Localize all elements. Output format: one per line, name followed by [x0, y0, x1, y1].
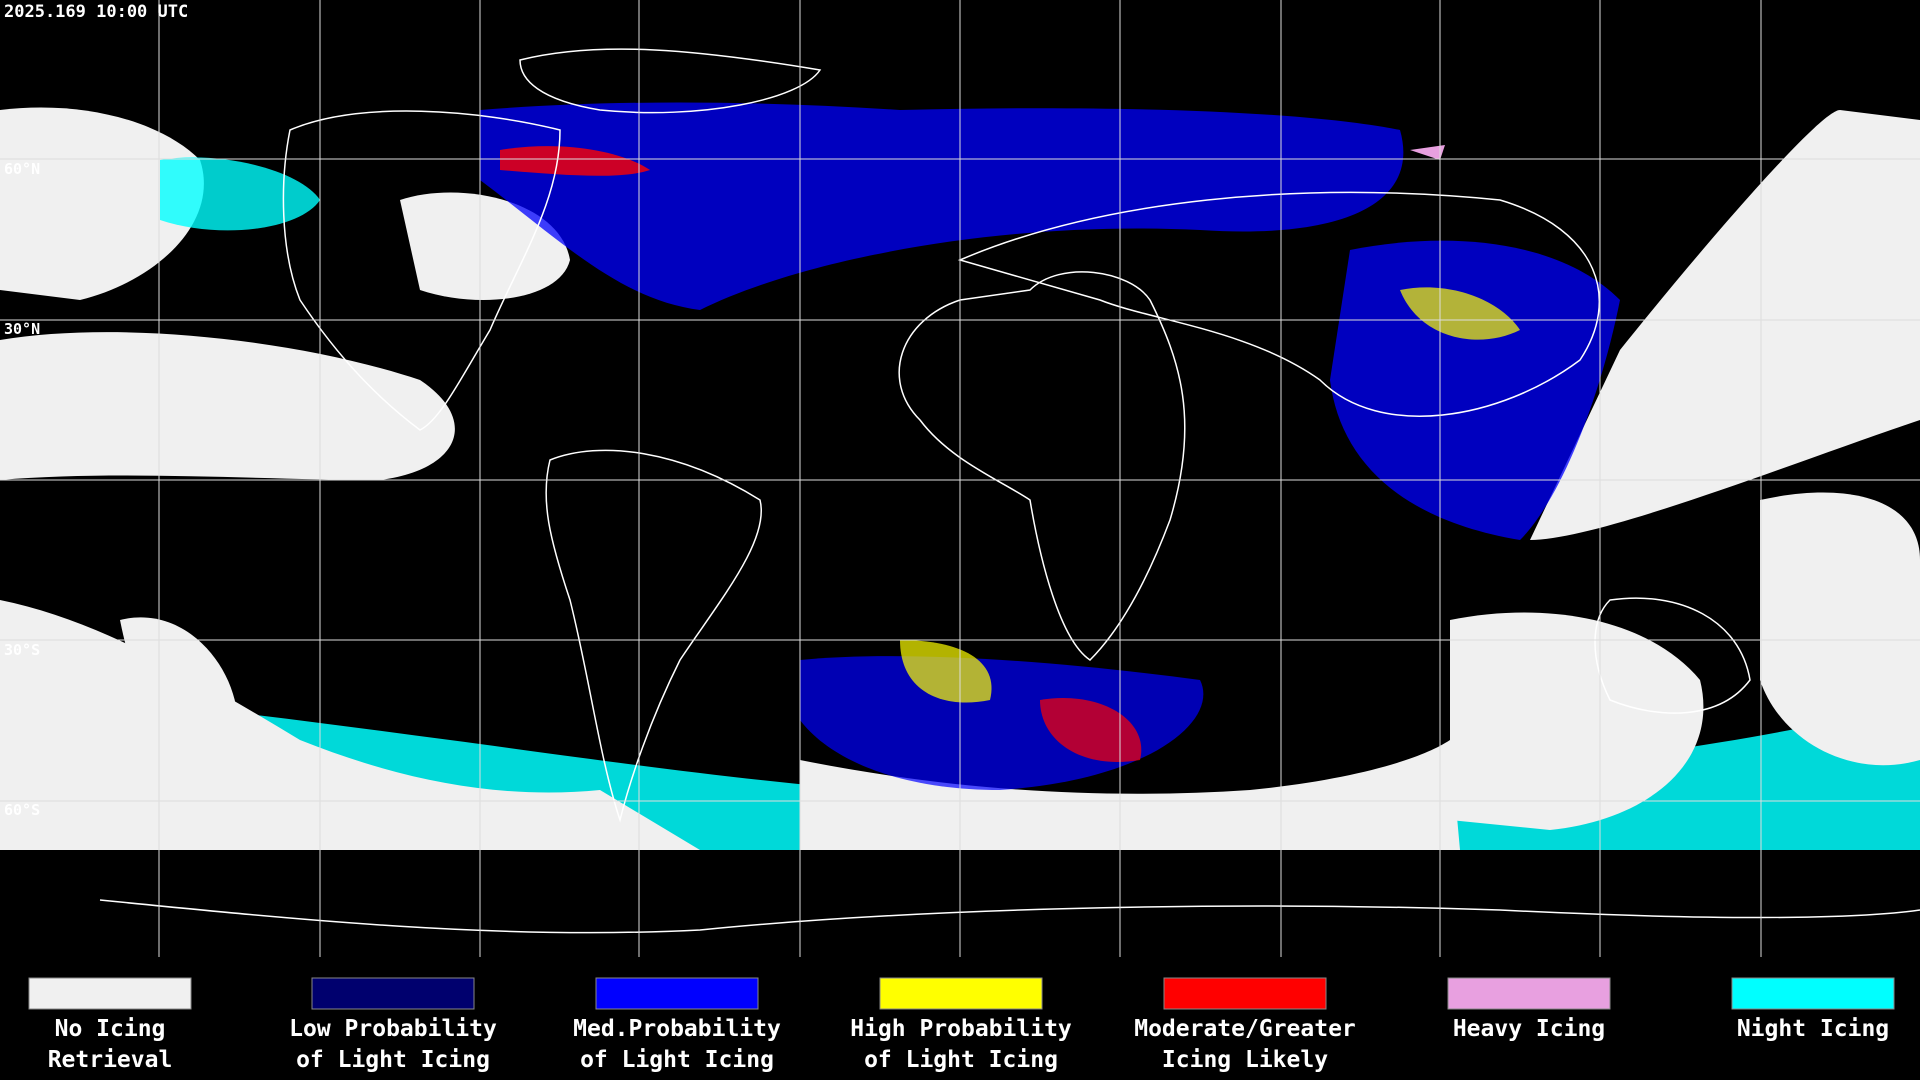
medium-icing-area [1330, 240, 1620, 540]
coastline [957, 191, 1601, 417]
latitude-label: 60°S [4, 801, 40, 819]
moderate-icing-area [1040, 698, 1142, 762]
coastline [545, 449, 762, 823]
legend-label: Icing Likely [1162, 1047, 1328, 1073]
graticule [0, 0, 1920, 957]
medium-icing-area [480, 102, 1404, 310]
coastlines [99, 48, 1920, 934]
legend-label: Retrieval [48, 1047, 173, 1073]
legend-swatch [1163, 977, 1327, 1010]
coastline [519, 48, 822, 114]
legend-label: Heavy Icing [1453, 1016, 1605, 1042]
latitude-label: 30°N [4, 320, 40, 338]
legend-swatch [311, 977, 475, 1010]
coastline [898, 271, 1186, 661]
legend-swatch [879, 977, 1043, 1010]
no-icing-area [400, 192, 570, 300]
latitude-labels: 60°N 30°N 30°S 60°S [4, 160, 40, 819]
legend-label: High Probability [850, 1016, 1072, 1042]
no-icing-area [120, 617, 238, 764]
legend: No Icing Retrieval Low Probability of Light… [28, 977, 1895, 1073]
legend-swatch [1731, 977, 1895, 1010]
legend-label: Moderate/Greater [1134, 1016, 1356, 1042]
no-icing-area [1760, 492, 1920, 766]
legend-label: of Light Icing [580, 1047, 774, 1073]
no-icing-area [0, 332, 455, 480]
legend-label: Low Probability [289, 1016, 497, 1042]
satellite-imagery [0, 102, 1920, 850]
legend-label: Med.Probability [573, 1016, 781, 1042]
latitude-label: 30°S [4, 641, 40, 659]
legend-label: of Light Icing [864, 1047, 1058, 1073]
legend-swatch [595, 977, 759, 1010]
night-icing-area [160, 157, 320, 231]
no-icing-area [0, 600, 700, 850]
no-icing-area [0, 107, 204, 300]
legend-label: No Icing [55, 1016, 166, 1042]
legend-label: Night Icing [1737, 1016, 1889, 1042]
coastline [99, 899, 1920, 934]
moderate-icing-area [500, 146, 650, 176]
legend-label: of Light Icing [296, 1047, 490, 1073]
coastline [1594, 597, 1751, 714]
legend-swatch [28, 977, 192, 1010]
timestamp: 2025.169 10:00 UTC [4, 2, 188, 22]
legend-swatch [1447, 977, 1611, 1010]
no-icing-area [800, 740, 1460, 850]
high-icing-area [900, 640, 992, 703]
no-icing-area [1530, 110, 1920, 540]
coastline [282, 110, 561, 431]
no-icing-area [1450, 612, 1704, 830]
high-icing-area [1400, 287, 1520, 340]
heavy-icing-area [1410, 145, 1445, 160]
latitude-label: 60°N [4, 160, 40, 178]
